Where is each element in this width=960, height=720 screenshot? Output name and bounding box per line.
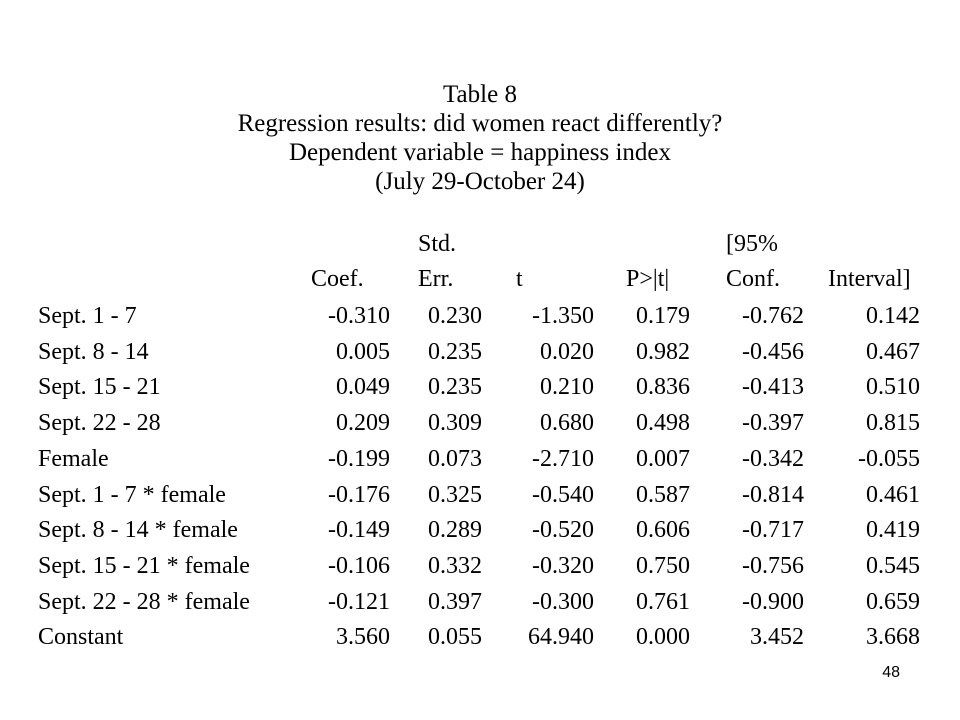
ci-high-cell: 0.467 <box>866 338 920 365</box>
coef-cell: -0.121 <box>328 588 390 615</box>
ci-low-cell: -0.342 <box>742 445 804 472</box>
t-cell: -1.350 <box>532 303 594 329</box>
row-label: Sept. 1 - 7 * female <box>38 481 226 508</box>
ci-high-cell: 0.461 <box>866 481 920 508</box>
stderr-cell: 0.230 <box>428 303 482 329</box>
stderr-cell: 0.309 <box>428 410 482 437</box>
row-label: Sept. 22 - 28 * female <box>38 588 250 615</box>
table-row: Sept. 22 - 28 * female -0.121 0.397 -0.300 0… <box>38 584 960 620</box>
t-cell: 64.940 <box>528 624 594 651</box>
coef-cell: 0.209 <box>336 410 390 437</box>
row-label: Sept. 22 - 28 <box>38 410 161 437</box>
ci-high-cell: 0.815 <box>866 410 920 437</box>
table-row: Sept. 8 - 14 0.005 0.235 0.020 0.982 -0.456 0.… <box>38 334 960 370</box>
table-row: Sept. 15 - 21 0.049 0.235 0.210 0.836 -0.413 0… <box>38 369 960 405</box>
ci-low-cell: -0.397 <box>742 410 804 437</box>
p-value-cell: 0.179 <box>636 303 690 329</box>
header-coef: Coef. <box>311 266 364 292</box>
p-value-cell: 0.606 <box>636 517 690 544</box>
table-row: Constant 3.560 0.055 64.940 0.000 3.452 3.668 <box>38 619 960 655</box>
stderr-cell: 0.397 <box>428 588 482 615</box>
p-value-cell: 0.982 <box>636 338 690 365</box>
coef-cell: 0.005 <box>336 338 390 365</box>
ci-low-cell: -0.814 <box>742 481 804 508</box>
t-cell: -0.540 <box>532 481 594 508</box>
row-label: Constant <box>38 624 124 651</box>
page-number: 48 <box>882 664 900 681</box>
p-value-cell: 0.498 <box>636 410 690 437</box>
row-label: Female <box>38 445 109 472</box>
t-cell: -0.320 <box>532 552 594 579</box>
ci-low-cell: -0.900 <box>742 588 804 615</box>
header-stderr: Err. <box>418 266 454 292</box>
header-p-value: P>|t| <box>626 266 670 292</box>
table-caption: Regression results: did women react diff… <box>237 110 723 137</box>
coef-cell: -0.310 <box>328 303 390 329</box>
dependent-variable-note: Dependent variable = happiness index <box>288 139 672 166</box>
p-value-cell: 0.007 <box>636 445 690 472</box>
p-value-cell: 0.750 <box>636 552 690 579</box>
ci-high-cell: 0.419 <box>866 517 920 544</box>
row-label: Sept. 15 - 21 * female <box>38 552 250 579</box>
header-stderr-top: Std. <box>418 231 457 257</box>
ci-low-cell: -0.717 <box>742 517 804 544</box>
ci-high-cell: 0.659 <box>866 588 920 615</box>
table-row: Sept. 15 - 21 * female -0.106 0.332 -0.320 0… <box>38 548 960 584</box>
ci-low-cell: -0.756 <box>742 552 804 579</box>
coef-cell: -0.176 <box>328 481 390 508</box>
stderr-cell: 0.073 <box>428 445 482 472</box>
p-value-cell: 0.587 <box>636 481 690 508</box>
header-interval: Interval] <box>828 266 911 292</box>
coef-cell: -0.149 <box>328 517 390 544</box>
stderr-cell: 0.325 <box>428 481 482 508</box>
ci-low-cell: -0.413 <box>742 374 804 401</box>
ci-high-cell: 0.142 <box>866 303 920 329</box>
table-row: Sept. 22 - 28 0.209 0.309 0.680 0.498 -0.397 0… <box>38 405 960 441</box>
row-label: Sept. 1 - 7 <box>38 303 137 329</box>
stderr-cell: 0.235 <box>428 374 482 401</box>
row-label: Sept. 8 - 14 <box>38 338 149 365</box>
p-value-cell: 0.836 <box>636 374 690 401</box>
row-label: Sept. 15 - 21 <box>38 374 161 401</box>
table-title-block: Table 8 Regression results: did women re… <box>0 80 960 196</box>
coef-cell: 3.560 <box>336 624 390 651</box>
stderr-cell: 0.235 <box>428 338 482 365</box>
stderr-cell: 0.055 <box>428 624 482 651</box>
row-label: Sept. 8 - 14 * female <box>38 517 238 544</box>
header-t: t <box>516 266 523 292</box>
coef-cell: 0.049 <box>336 374 390 401</box>
table-row: Sept. 8 - 14 * female -0.149 0.289 -0.520 0.… <box>38 512 960 548</box>
table-number: Table 8 <box>443 81 517 108</box>
table-row: Female -0.199 0.073 -2.710 0.007 -0.342 -0.055 <box>38 441 960 477</box>
header-conf-top: [95% <box>726 231 778 257</box>
t-cell: 0.680 <box>540 410 594 437</box>
coef-cell: -0.106 <box>328 552 390 579</box>
t-cell: -2.710 <box>532 445 594 472</box>
ci-low-cell: -0.762 <box>742 303 804 329</box>
coef-cell: -0.199 <box>328 445 390 472</box>
t-cell: 0.210 <box>540 374 594 401</box>
ci-high-cell: 0.545 <box>866 552 920 579</box>
stderr-cell: 0.289 <box>428 517 482 544</box>
table-row: Sept. 1 - 7 * female -0.176 0.325 -0.540 0.5… <box>38 477 960 513</box>
ci-high-cell: -0.055 <box>858 445 920 472</box>
header-conf: Conf. <box>726 266 780 292</box>
ci-high-cell: 0.510 <box>866 374 920 401</box>
stderr-cell: 0.332 <box>428 552 482 579</box>
ci-low-cell: 3.452 <box>750 624 804 651</box>
ci-high-cell: 3.668 <box>866 624 920 651</box>
t-cell: 0.020 <box>540 338 594 365</box>
p-value-cell: 0.761 <box>636 588 690 615</box>
ci-low-cell: -0.456 <box>742 338 804 365</box>
date-range-note: (July 29-October 24) <box>375 168 585 195</box>
p-value-cell: 0.000 <box>636 624 690 651</box>
t-cell: -0.520 <box>532 517 594 544</box>
t-cell: -0.300 <box>532 588 594 615</box>
table-row: Sept. 1 - 7 -0.310 0.230 -1.350 0.179 -0.762 0… <box>38 298 960 334</box>
